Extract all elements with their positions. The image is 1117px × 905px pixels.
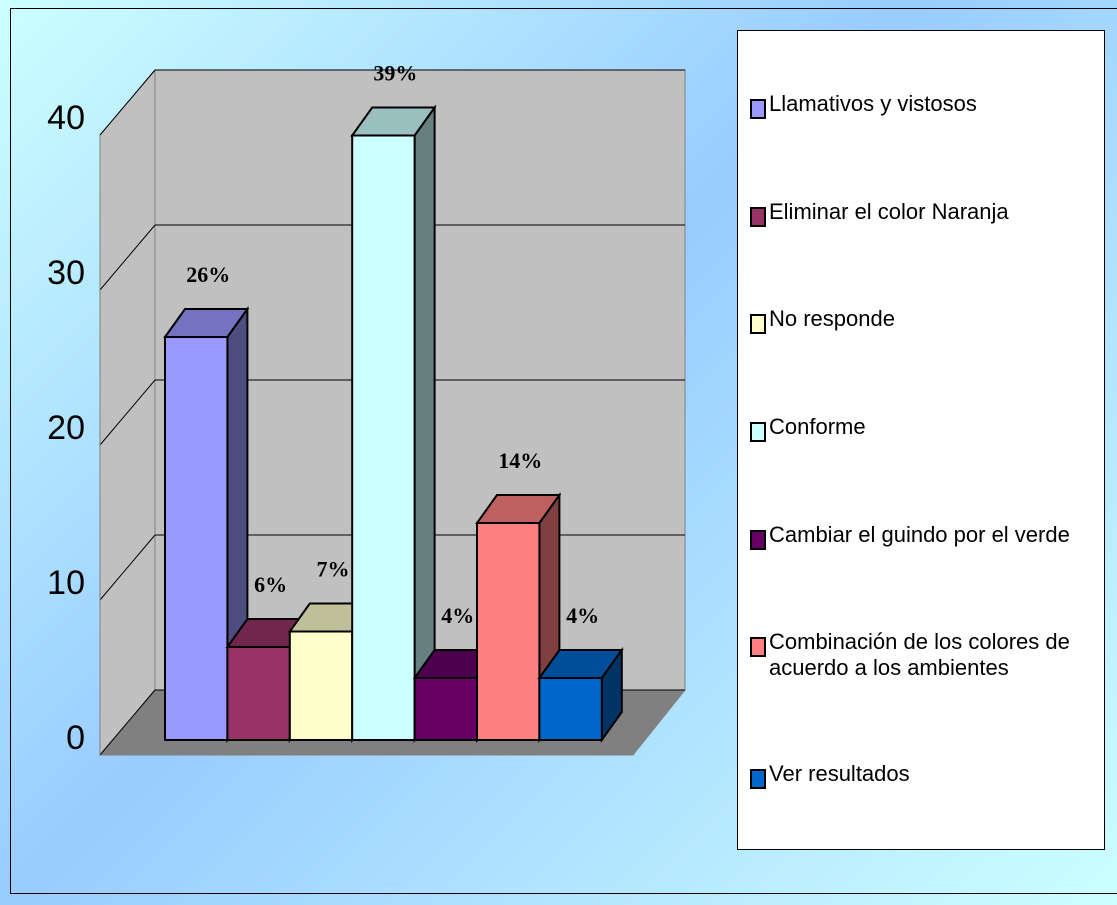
grid-line: [99, 224, 156, 291]
legend-swatch: [750, 98, 766, 119]
legend-label: Conforme: [769, 413, 866, 439]
bar: [476, 522, 541, 741]
value-label: 26%: [186, 262, 230, 287]
legend-entry: Eliminar el color Naranja: [750, 199, 1090, 227]
legend-swatch: [750, 529, 766, 550]
legend-label: No responde: [769, 306, 895, 332]
legend-label: Ver resultados: [769, 761, 910, 787]
value-label: 39%: [373, 61, 417, 86]
bar: [538, 677, 603, 741]
bar: [226, 646, 291, 741]
frame-border: [10, 8, 1117, 894]
legend-entry: No responde: [750, 306, 1090, 335]
value-label: 6%: [254, 572, 287, 597]
bar: [413, 677, 479, 741]
y-tick-label: 10: [47, 564, 85, 602]
value-label: 14%: [498, 448, 542, 473]
bar: [288, 630, 354, 741]
legend-swatch: [750, 206, 766, 227]
legend-label: Llamativos y vistosos: [769, 90, 977, 116]
grid-line: [99, 689, 156, 756]
value-label: 7%: [317, 557, 350, 582]
y-tick-label: 20: [47, 409, 85, 447]
legend-swatch: [750, 314, 766, 335]
legend-entry: Cambiar el guindo por el verde: [750, 522, 1090, 550]
legend-entry: Conforme: [750, 414, 1090, 442]
y-tick-label: 0: [66, 719, 85, 757]
legend-swatch: [750, 637, 766, 658]
y-tick-label: 40: [47, 99, 85, 137]
legend-swatch: [750, 421, 766, 442]
bar: [351, 134, 416, 741]
legend-label: Eliminar el color Naranja: [769, 198, 1009, 224]
legend: Llamativos y vistosos Eliminar el color N…: [737, 30, 1105, 850]
bar: [164, 336, 229, 741]
legend-entry: Combinación de los colores de acuerdo a …: [750, 629, 1090, 681]
grid-line: [99, 379, 156, 446]
value-label: 4%: [566, 603, 599, 628]
legend-entry: Ver resultados: [750, 761, 1090, 790]
grid-line: [99, 69, 156, 136]
legend-label: Cambiar el guindo por el verde: [769, 521, 1070, 547]
value-label: 4%: [441, 603, 474, 628]
legend-label: Combinación de los colores de acuerdo a …: [769, 629, 1070, 681]
legend-swatch: [750, 769, 766, 790]
bar-side: [413, 104, 436, 744]
legend-entry: Llamativos y vistosos: [750, 91, 1090, 119]
grid-line: [99, 534, 156, 601]
y-tick-label: 30: [47, 254, 85, 292]
